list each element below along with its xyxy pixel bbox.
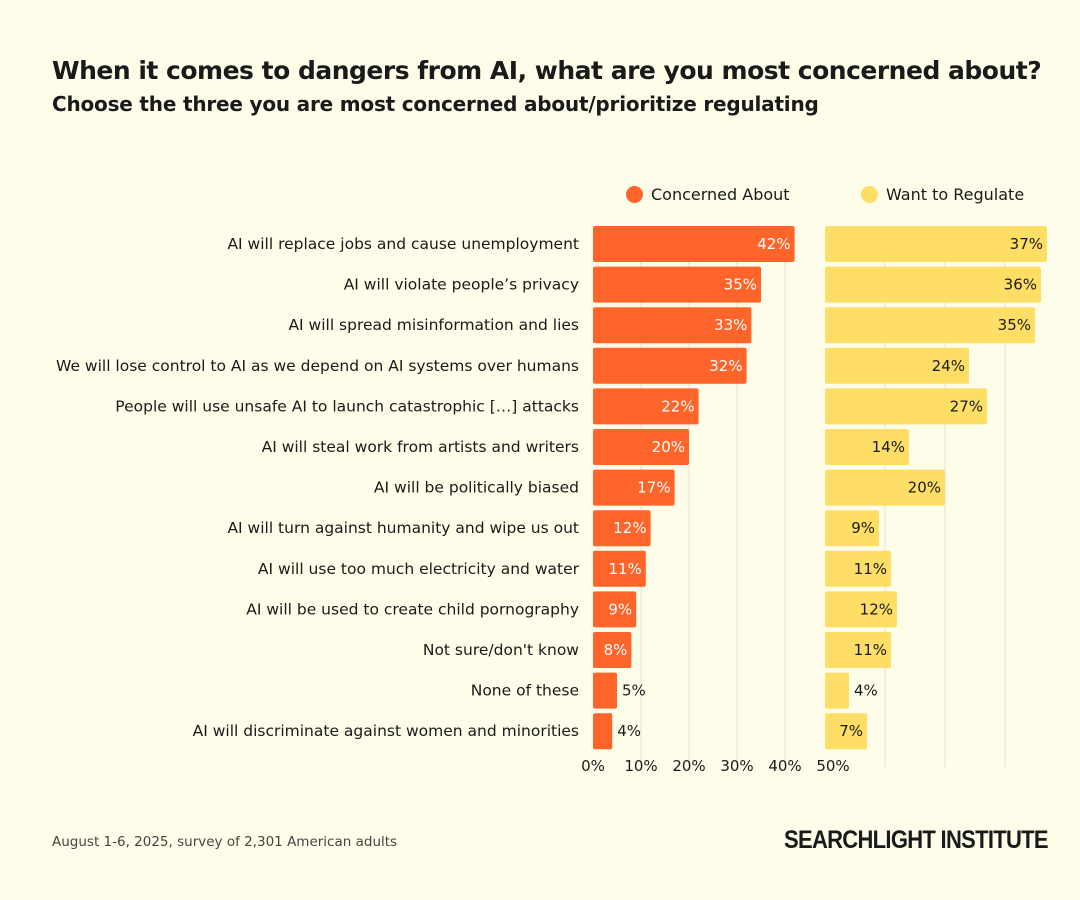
data-label: 42% xyxy=(757,235,790,253)
bar-concerned xyxy=(593,307,752,344)
x-tick-label: 30% xyxy=(720,757,753,775)
x-tick-label: 40% xyxy=(768,757,801,775)
data-label: 7% xyxy=(839,722,863,740)
data-label: 17% xyxy=(637,479,670,497)
bar-regulate xyxy=(825,713,867,750)
data-label: 4% xyxy=(617,722,641,740)
data-label: 11% xyxy=(854,641,887,659)
data-label: 35% xyxy=(998,316,1031,334)
category-label: AI will be politically biased xyxy=(374,479,579,497)
data-label: 5% xyxy=(622,682,646,700)
data-label: 32% xyxy=(709,357,742,375)
chart-subtitle: Choose the three you are most concerned … xyxy=(52,92,819,116)
x-tick-label: 20% xyxy=(672,757,705,775)
category-label: None of these xyxy=(471,682,579,700)
data-label: 9% xyxy=(851,519,875,537)
category-label: AI will replace jobs and cause unemploym… xyxy=(227,235,579,253)
data-label: 24% xyxy=(932,357,965,375)
category-label: AI will steal work from artists and writ… xyxy=(262,438,579,456)
category-label: AI will turn against humanity and wipe u… xyxy=(227,519,579,537)
category-label: We will lose control to AI as we depend … xyxy=(56,357,579,375)
bar-regulate xyxy=(825,550,891,587)
category-label: AI will violate people’s privacy xyxy=(344,276,579,294)
data-label: 11% xyxy=(608,560,641,578)
bar-regulate xyxy=(825,510,879,547)
bar-concerned xyxy=(593,388,699,425)
data-label: 12% xyxy=(860,600,893,618)
data-label: 4% xyxy=(854,682,878,700)
data-label: 14% xyxy=(872,438,905,456)
data-label: 36% xyxy=(1004,276,1037,294)
bar-concerned xyxy=(593,632,632,668)
bar-concerned xyxy=(593,429,689,465)
bar-concerned xyxy=(593,510,651,547)
legend-label-regulate: Want to Regulate xyxy=(886,185,1025,204)
bar-concerned xyxy=(593,266,761,303)
legend-swatch-regulate xyxy=(861,186,878,203)
category-label: People will use unsafe AI to launch cata… xyxy=(115,397,579,415)
bar-regulate xyxy=(825,266,1041,303)
bar-regulate xyxy=(825,469,945,506)
data-label: 8% xyxy=(604,641,628,659)
bar-concerned xyxy=(593,672,617,709)
legend-item-concerned: Concerned About xyxy=(626,185,790,204)
bar-regulate xyxy=(825,347,969,384)
bar-regulate xyxy=(825,591,897,628)
bar-concerned xyxy=(593,347,747,384)
x-tick-label: 0% xyxy=(581,757,605,775)
bar-concerned xyxy=(593,713,613,750)
legend-item-regulate: Want to Regulate xyxy=(861,185,1024,204)
bar-regulate xyxy=(825,632,891,668)
data-label: 27% xyxy=(950,397,983,415)
bar-regulate xyxy=(825,307,1035,344)
category-label: AI will spread misinformation and lies xyxy=(288,316,579,334)
bar-concerned xyxy=(593,469,675,506)
x-tick-label: 10% xyxy=(624,757,657,775)
chart-title: When it comes to dangers from AI, what a… xyxy=(52,56,1042,85)
bar-concerned xyxy=(593,591,637,628)
category-label: AI will use too much electricity and wat… xyxy=(258,560,580,578)
brand-logo: SEARCHLIGHT INSTITUTE xyxy=(784,826,1049,854)
data-label: 9% xyxy=(608,600,632,618)
data-label: 20% xyxy=(908,479,941,497)
data-label: 37% xyxy=(1010,235,1043,253)
category-label: AI will be used to create child pornogra… xyxy=(246,600,579,618)
bar-concerned xyxy=(593,226,795,262)
legend-label-concerned: Concerned About xyxy=(651,185,790,204)
legend-swatch-concerned xyxy=(626,186,643,203)
bar-regulate xyxy=(825,226,1047,262)
data-label: 11% xyxy=(854,560,887,578)
bar-concerned xyxy=(593,550,646,587)
data-label: 33% xyxy=(714,316,747,334)
category-label: Not sure/don't know xyxy=(423,641,579,659)
x-tick-label: 50% xyxy=(816,757,849,775)
data-label: 35% xyxy=(724,276,757,294)
category-label: AI will discriminate against women and m… xyxy=(193,722,579,740)
data-label: 22% xyxy=(661,397,694,415)
data-label: 20% xyxy=(652,438,685,456)
bar-regulate xyxy=(825,672,849,709)
bar-regulate xyxy=(825,388,987,425)
data-label: 12% xyxy=(613,519,646,537)
source-note: August 1-6, 2025, survey of 2,301 Americ… xyxy=(52,834,398,850)
bar-regulate xyxy=(825,429,909,465)
